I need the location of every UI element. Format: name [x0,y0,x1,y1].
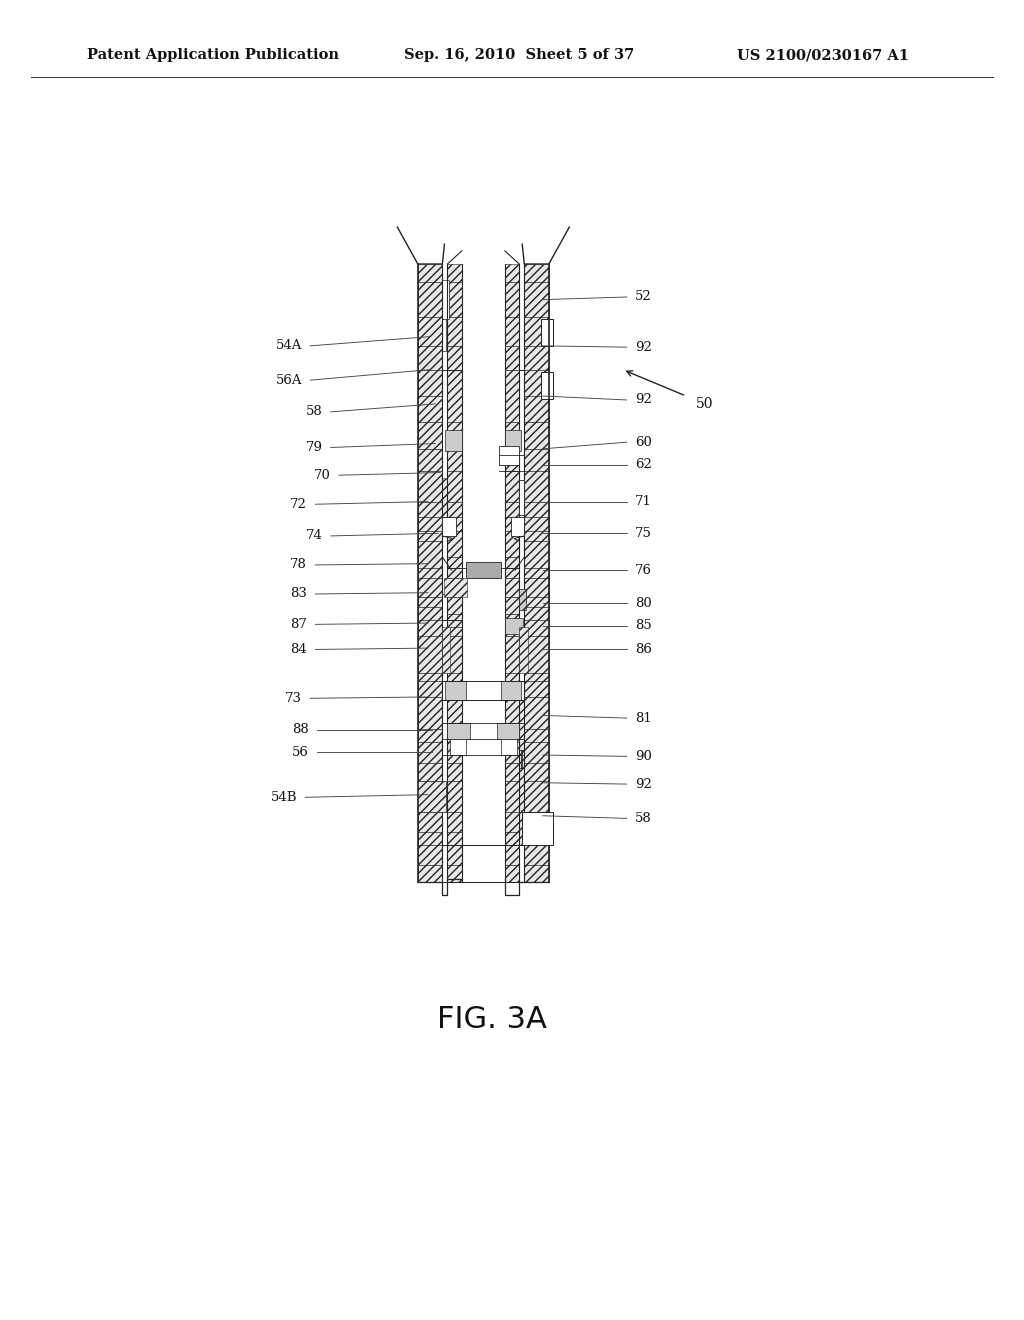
Text: 72: 72 [291,498,307,511]
Text: Sep. 16, 2010  Sheet 5 of 37: Sep. 16, 2010 Sheet 5 of 37 [404,49,635,62]
Text: 62: 62 [635,458,651,471]
Text: FIG. 3A: FIG. 3A [436,1005,547,1034]
Bar [522,812,553,845]
Text: 87: 87 [291,618,307,631]
Bar [511,517,524,536]
Text: 56: 56 [293,746,309,759]
Text: 60: 60 [635,436,651,449]
Bar [462,264,505,882]
Bar [444,578,467,597]
Bar [519,627,528,673]
Text: 58: 58 [635,812,651,825]
Bar [466,562,501,578]
Text: 75: 75 [635,527,651,540]
Bar [497,723,519,739]
Bar [445,430,462,451]
Bar [524,264,549,882]
Text: 52: 52 [635,290,651,304]
Bar [505,618,523,634]
Bar [442,627,450,673]
Text: 85: 85 [635,619,651,632]
Bar [442,517,456,536]
Text: 92: 92 [635,777,651,791]
Bar [505,264,519,882]
Bar [499,446,519,465]
Text: 92: 92 [635,393,651,407]
Bar [501,681,521,700]
Text: 84: 84 [291,643,307,656]
Bar [521,750,522,768]
Bar [447,264,462,882]
Bar [519,264,524,882]
Text: 88: 88 [293,723,309,737]
Text: 70: 70 [314,469,331,482]
Text: 90: 90 [635,750,651,763]
Bar [519,480,524,515]
Text: 71: 71 [635,495,651,508]
Bar [442,280,449,319]
Text: 76: 76 [635,564,652,577]
Text: 56A: 56A [275,374,302,387]
Text: 54B: 54B [270,791,297,804]
Bar [541,372,553,399]
Text: 80: 80 [635,597,651,610]
Text: 58: 58 [306,405,323,418]
Bar [445,681,466,700]
Text: 79: 79 [305,441,323,454]
Text: 50: 50 [696,397,714,411]
Text: 74: 74 [306,529,323,543]
Text: 86: 86 [635,643,651,656]
Text: 81: 81 [635,711,651,725]
Bar [519,589,526,610]
Bar [450,739,466,755]
Bar [447,723,470,739]
Bar [505,430,521,451]
Text: 54A: 54A [275,339,302,352]
Text: Patent Application Publication: Patent Application Publication [87,49,339,62]
Text: 83: 83 [291,587,307,601]
Text: 78: 78 [291,558,307,572]
Bar [541,319,553,346]
Bar [501,739,517,755]
Bar [442,264,447,882]
Bar [418,781,446,812]
Text: 73: 73 [285,692,302,705]
Bar [442,478,447,517]
Text: 92: 92 [635,341,651,354]
Bar [442,319,446,351]
Bar [519,700,524,845]
Text: US 2100/0230167 A1: US 2100/0230167 A1 [737,49,909,62]
Bar [418,264,442,882]
